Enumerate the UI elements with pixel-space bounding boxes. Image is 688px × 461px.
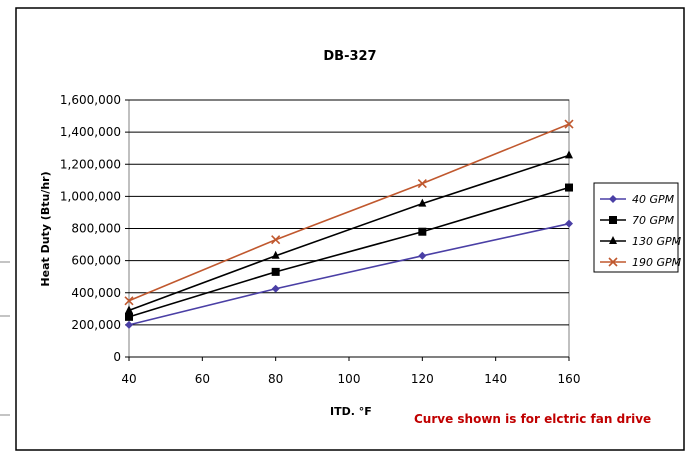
- data-point: [418, 251, 427, 260]
- x-axis-ticks: 40 60 80 100 120 140 160: [121, 357, 580, 386]
- series-line: [128, 186, 570, 318]
- x-tick-label: 40: [121, 372, 136, 386]
- y-tick-label: 0: [113, 350, 121, 364]
- y-tick-label: 1,200,000: [60, 157, 121, 171]
- y-tick-label: 200,000: [71, 318, 121, 332]
- y-tick-label: 1,000,000: [60, 189, 121, 203]
- legend-swatch-marker: [609, 195, 617, 203]
- data-point: [565, 219, 573, 228]
- legend-label: 130 GPM: [632, 235, 682, 248]
- legend-swatch-marker: [608, 257, 618, 267]
- x-tick-label: 100: [338, 372, 361, 386]
- data-point: [125, 312, 133, 321]
- series-line: [128, 123, 570, 302]
- x-tick-label: 80: [268, 372, 283, 386]
- legend-swatch-marker: [609, 236, 617, 244]
- y-tick-label: 1,600,000: [60, 93, 121, 107]
- y-tick-label: 1,400,000: [60, 125, 121, 139]
- series-40-gpm: [125, 219, 573, 329]
- series-70-gpm: [125, 183, 573, 321]
- data-point: [271, 284, 280, 293]
- data-point: [564, 119, 574, 129]
- data-point: [125, 320, 133, 329]
- data-point: [417, 178, 427, 189]
- series-layer: [124, 119, 574, 329]
- series-130-gpm: [125, 150, 573, 314]
- x-tick-label: 160: [558, 372, 581, 386]
- data-point: [125, 305, 133, 314]
- x-tick-label: 120: [411, 372, 434, 386]
- legend-swatch-marker: [609, 216, 617, 224]
- legend-label: 70 GPM: [632, 214, 675, 227]
- legend: 40 GPM 70 GPM 130 GPM 190 GPM: [593, 182, 682, 273]
- y-axis-title: Heat Duty (Btu/hr): [39, 171, 52, 286]
- chart-title: DB-327: [323, 49, 376, 64]
- x-tick-label: 140: [484, 372, 507, 386]
- y-tick-label: 800,000: [71, 222, 121, 236]
- data-point: [565, 183, 573, 192]
- series-line: [128, 154, 570, 312]
- data-point: [565, 150, 573, 159]
- data-point: [271, 250, 280, 259]
- y-tick-label: 600,000: [71, 254, 121, 268]
- x-axis-title: ITD. °F: [330, 405, 372, 418]
- series-line: [128, 222, 570, 326]
- series-190-gpm: [124, 119, 574, 306]
- x-tick-label: 60: [195, 372, 210, 386]
- annotation-note: Curve shown is for elctric fan drive: [414, 412, 651, 426]
- y-axis-ticks: 0 200,000 400,000 600,000 800,000 1,000,000 1,…: [60, 93, 129, 364]
- data-point: [418, 227, 427, 236]
- left-edge-marks: [0, 261, 10, 416]
- data-point: [418, 198, 427, 207]
- legend-label: 190 GPM: [632, 256, 682, 269]
- data-point: [124, 296, 134, 306]
- y-tick-label: 400,000: [71, 286, 121, 300]
- legend-box: [593, 182, 679, 273]
- data-point: [271, 235, 281, 245]
- legend-label: 40 GPM: [632, 193, 675, 206]
- data-point: [271, 267, 280, 276]
